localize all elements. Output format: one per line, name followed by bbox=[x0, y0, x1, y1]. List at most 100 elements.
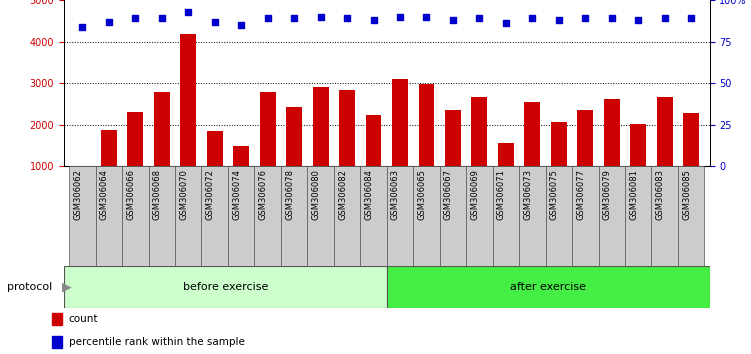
Text: GSM306075: GSM306075 bbox=[550, 169, 559, 220]
Bar bbox=[334, 166, 360, 266]
Text: GSM306074: GSM306074 bbox=[232, 169, 241, 220]
Bar bbox=[95, 166, 122, 266]
Text: GSM306069: GSM306069 bbox=[470, 169, 479, 220]
Bar bbox=[387, 266, 710, 308]
Bar bbox=[339, 90, 355, 208]
Bar bbox=[392, 79, 408, 208]
Point bbox=[421, 14, 433, 19]
Bar bbox=[466, 166, 493, 266]
Bar bbox=[101, 130, 116, 208]
Bar bbox=[519, 166, 545, 266]
Point bbox=[394, 14, 406, 19]
Text: GSM306077: GSM306077 bbox=[576, 169, 585, 220]
Text: GSM306083: GSM306083 bbox=[656, 169, 665, 220]
Bar bbox=[439, 166, 466, 266]
Bar bbox=[418, 84, 434, 208]
Bar bbox=[307, 166, 334, 266]
Bar bbox=[69, 166, 95, 266]
Text: GSM306062: GSM306062 bbox=[74, 169, 83, 220]
Bar bbox=[122, 166, 149, 266]
Bar bbox=[498, 143, 514, 208]
Bar bbox=[286, 107, 302, 208]
Text: GSM306067: GSM306067 bbox=[444, 169, 453, 220]
Bar bbox=[545, 166, 572, 266]
Bar bbox=[180, 34, 196, 208]
Point bbox=[155, 16, 167, 21]
Point bbox=[500, 21, 512, 26]
Bar bbox=[281, 166, 307, 266]
Bar bbox=[551, 122, 567, 208]
Text: GSM306076: GSM306076 bbox=[258, 169, 267, 220]
Text: GSM306085: GSM306085 bbox=[682, 169, 691, 220]
Bar bbox=[387, 166, 413, 266]
Bar bbox=[599, 166, 625, 266]
Text: GSM306066: GSM306066 bbox=[126, 169, 135, 220]
Bar bbox=[683, 113, 699, 208]
Point bbox=[659, 16, 671, 21]
Point bbox=[579, 16, 591, 21]
Point bbox=[447, 17, 459, 23]
Text: GSM306081: GSM306081 bbox=[629, 169, 638, 220]
Bar bbox=[52, 336, 62, 348]
Point bbox=[77, 24, 89, 29]
Point bbox=[235, 22, 247, 28]
Bar bbox=[149, 166, 175, 266]
Bar bbox=[255, 166, 281, 266]
Point bbox=[341, 16, 353, 21]
Bar bbox=[604, 98, 620, 208]
Text: GSM306068: GSM306068 bbox=[152, 169, 161, 220]
Bar bbox=[493, 166, 519, 266]
Point bbox=[261, 16, 273, 21]
Text: GSM306073: GSM306073 bbox=[523, 169, 532, 220]
Text: GSM306079: GSM306079 bbox=[603, 169, 612, 220]
Text: GSM306063: GSM306063 bbox=[391, 169, 400, 220]
Text: GSM306070: GSM306070 bbox=[179, 169, 189, 220]
Point bbox=[129, 16, 141, 21]
Bar bbox=[228, 166, 255, 266]
Text: after exercise: after exercise bbox=[510, 282, 587, 292]
Text: before exercise: before exercise bbox=[182, 282, 268, 292]
Text: GSM306078: GSM306078 bbox=[285, 169, 294, 220]
Bar bbox=[360, 166, 387, 266]
Text: GSM306084: GSM306084 bbox=[364, 169, 373, 220]
Text: GSM306071: GSM306071 bbox=[497, 169, 506, 220]
Point bbox=[367, 17, 379, 23]
Point bbox=[182, 9, 195, 15]
Point bbox=[209, 19, 221, 24]
Bar bbox=[572, 166, 599, 266]
Bar bbox=[657, 97, 673, 208]
Bar bbox=[366, 115, 382, 208]
Point bbox=[473, 16, 485, 21]
Bar bbox=[64, 266, 387, 308]
Bar bbox=[154, 92, 170, 208]
Bar bbox=[413, 166, 439, 266]
Bar bbox=[52, 313, 62, 325]
Text: count: count bbox=[68, 314, 98, 324]
Bar bbox=[472, 97, 487, 208]
Point bbox=[632, 17, 644, 23]
Text: ▶: ▶ bbox=[62, 280, 72, 293]
Bar bbox=[651, 166, 678, 266]
Text: GSM306072: GSM306072 bbox=[206, 169, 215, 220]
Bar bbox=[207, 131, 222, 208]
Text: GSM306082: GSM306082 bbox=[338, 169, 347, 220]
Point bbox=[288, 16, 300, 21]
Bar bbox=[234, 147, 249, 208]
Bar bbox=[578, 110, 593, 208]
Bar bbox=[201, 166, 228, 266]
Point bbox=[685, 16, 697, 21]
Bar bbox=[678, 166, 704, 266]
Bar bbox=[312, 87, 328, 208]
Bar bbox=[128, 112, 143, 208]
Bar bbox=[175, 166, 201, 266]
Bar bbox=[625, 166, 651, 266]
Point bbox=[553, 17, 565, 23]
Bar bbox=[260, 92, 276, 208]
Text: percentile rank within the sample: percentile rank within the sample bbox=[68, 337, 245, 347]
Point bbox=[103, 19, 115, 24]
Bar bbox=[630, 124, 646, 208]
Point bbox=[526, 16, 538, 21]
Point bbox=[315, 14, 327, 19]
Text: GSM306065: GSM306065 bbox=[418, 169, 427, 220]
Bar bbox=[524, 102, 540, 208]
